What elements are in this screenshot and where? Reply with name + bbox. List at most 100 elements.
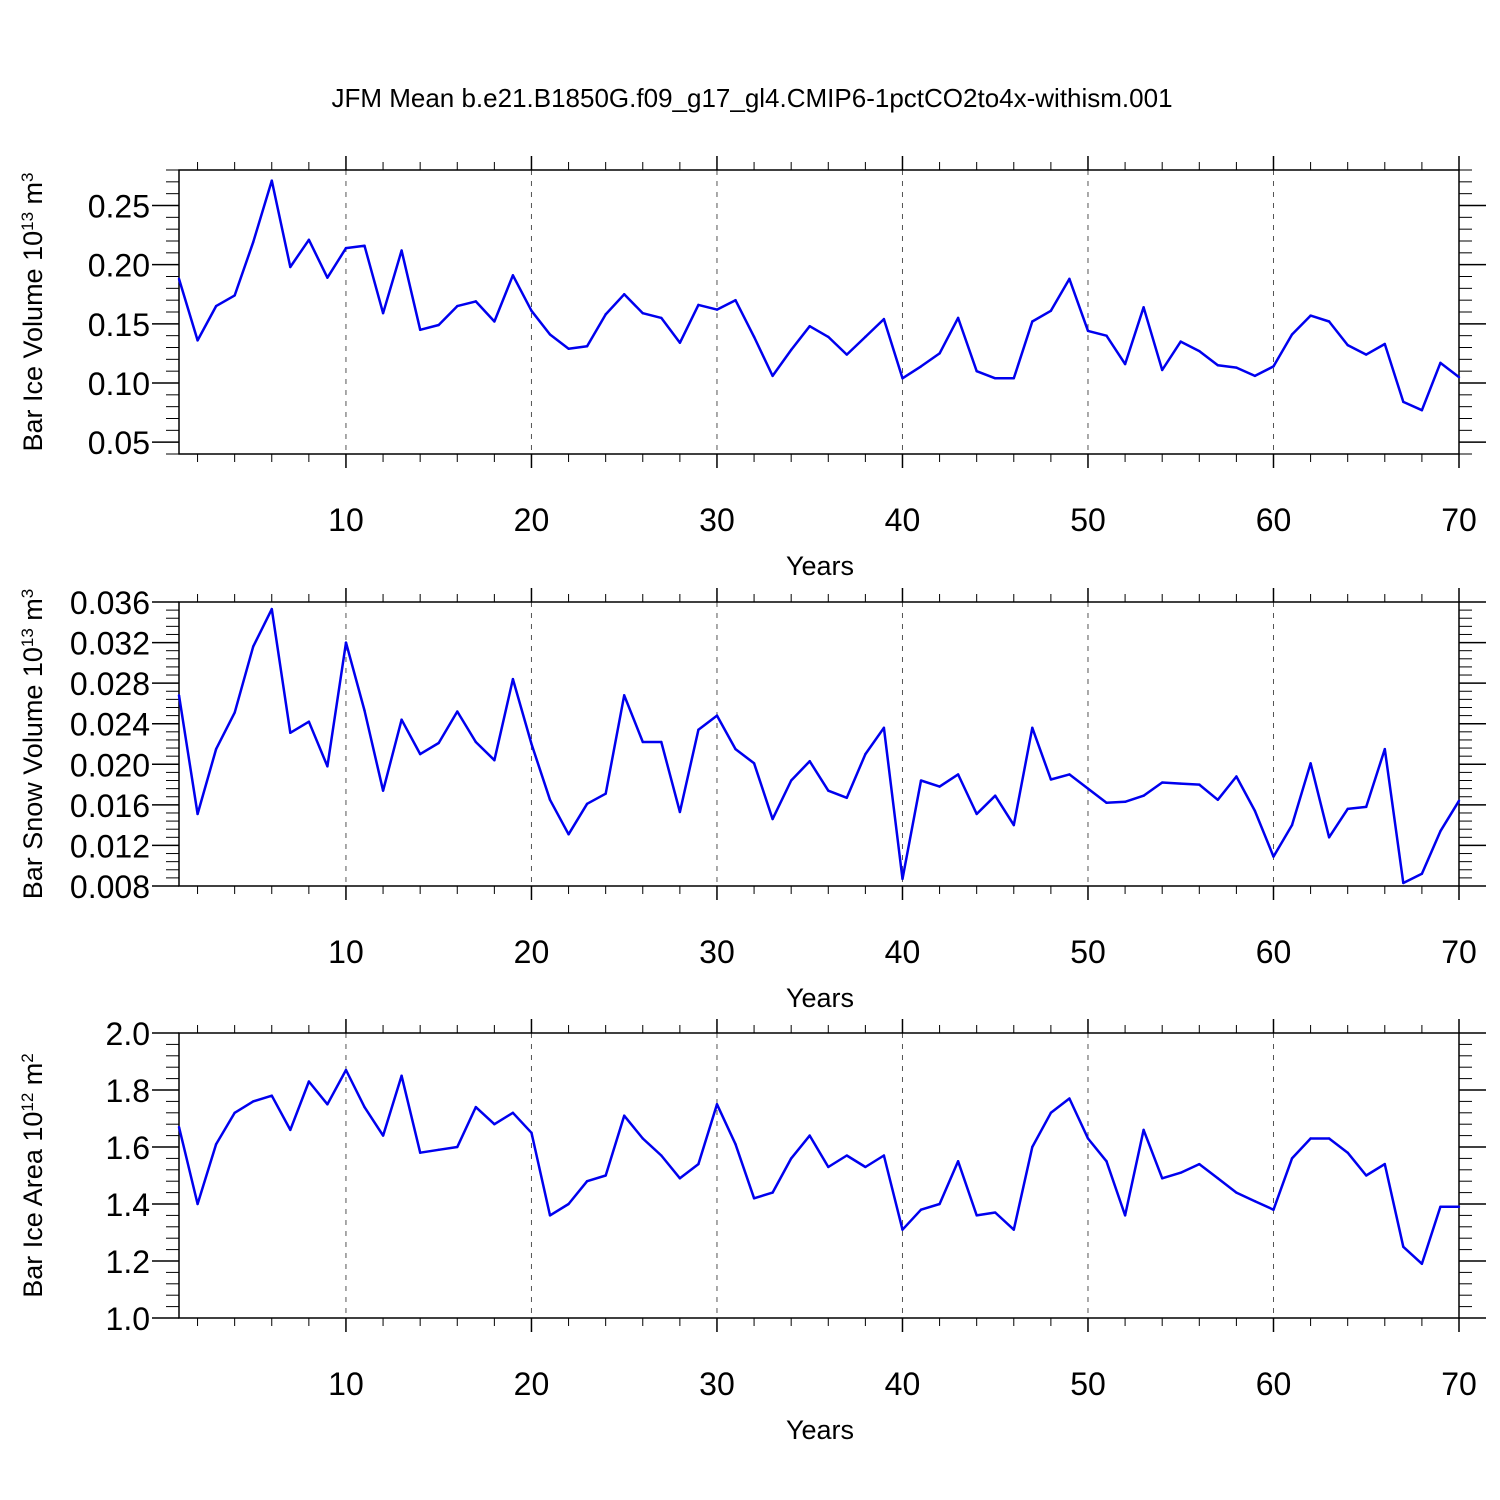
data-point bbox=[938, 1202, 941, 1206]
data-point bbox=[1272, 855, 1275, 858]
x-tick-label: 10 bbox=[328, 934, 364, 970]
y-tick-label: 0.036 bbox=[70, 585, 150, 621]
x-tick-label: 20 bbox=[514, 502, 550, 538]
data-point bbox=[1160, 368, 1164, 372]
data-point bbox=[1420, 872, 1424, 876]
data-point bbox=[381, 1134, 385, 1137]
data-point bbox=[1253, 809, 1257, 813]
data-point bbox=[196, 812, 199, 816]
data-point bbox=[196, 339, 199, 342]
data-point bbox=[845, 353, 849, 356]
x-tick-label: 20 bbox=[514, 934, 550, 970]
plot-frame bbox=[178, 1032, 1460, 1319]
data-point bbox=[400, 718, 403, 721]
y-tick-label: 1.4 bbox=[106, 1187, 150, 1223]
x-tick-label: 50 bbox=[1070, 934, 1106, 970]
data-point bbox=[715, 1103, 719, 1106]
data-point bbox=[882, 317, 886, 321]
data-point bbox=[1068, 773, 1071, 776]
data-point bbox=[1012, 1228, 1015, 1231]
y-tick-label: 0.020 bbox=[70, 747, 150, 783]
data-point bbox=[808, 760, 811, 763]
x-tick-label: 60 bbox=[1256, 1366, 1292, 1402]
data-point bbox=[530, 309, 533, 313]
data-point bbox=[734, 1142, 737, 1146]
data-point bbox=[660, 316, 663, 320]
data-point bbox=[1068, 1097, 1071, 1100]
data-point bbox=[363, 244, 366, 247]
x-tick-label: 30 bbox=[699, 1366, 735, 1402]
data-point bbox=[307, 720, 311, 723]
data-point bbox=[1031, 1145, 1034, 1149]
data-point bbox=[307, 1080, 311, 1083]
data-point bbox=[1179, 1171, 1182, 1174]
data-point bbox=[1198, 1162, 1201, 1166]
x-tick-label: 20 bbox=[514, 1366, 550, 1402]
data-point bbox=[827, 335, 830, 339]
data-point bbox=[1123, 1214, 1127, 1217]
data-point bbox=[252, 645, 255, 648]
plot-frame bbox=[178, 169, 1460, 455]
data-point bbox=[1290, 333, 1294, 336]
data-point bbox=[289, 265, 292, 269]
y-tick-label: 0.20 bbox=[88, 248, 150, 284]
data-point bbox=[1216, 798, 1220, 801]
data-point bbox=[233, 1111, 236, 1115]
y-axis-label: Bar Ice Area 1012 m2 bbox=[18, 1053, 48, 1298]
data-point bbox=[1235, 775, 1238, 778]
y-tick-label: 1.0 bbox=[106, 1301, 150, 1337]
data-point bbox=[938, 352, 941, 355]
data-point bbox=[1290, 823, 1294, 827]
data-point bbox=[845, 796, 849, 799]
data-point bbox=[1142, 794, 1145, 797]
data-point bbox=[1198, 349, 1201, 353]
data-point bbox=[901, 377, 904, 380]
data-point bbox=[901, 1228, 904, 1231]
data-point bbox=[771, 1191, 774, 1194]
data-point bbox=[400, 1074, 403, 1077]
y-tick-label: 0.008 bbox=[70, 869, 150, 905]
data-point bbox=[252, 1100, 255, 1103]
data-point bbox=[418, 752, 422, 756]
x-tick-label: 60 bbox=[1256, 502, 1292, 538]
data-point bbox=[326, 276, 329, 279]
data-point bbox=[604, 1174, 607, 1177]
data-point bbox=[1439, 830, 1442, 833]
y-tick-label: 0.028 bbox=[70, 666, 150, 702]
data-point bbox=[641, 740, 644, 744]
data-point bbox=[1105, 801, 1108, 805]
data-point bbox=[1327, 320, 1331, 323]
data-point bbox=[307, 238, 311, 242]
data-point bbox=[567, 833, 570, 836]
data-point bbox=[474, 740, 478, 744]
data-point bbox=[585, 802, 589, 806]
data-point bbox=[975, 812, 978, 816]
data-point bbox=[771, 374, 774, 378]
data-point bbox=[994, 377, 997, 380]
data-point bbox=[1142, 306, 1145, 309]
data-point bbox=[956, 1160, 960, 1163]
data-point bbox=[1031, 726, 1034, 729]
data-point bbox=[1346, 343, 1349, 347]
data-point bbox=[1290, 1157, 1294, 1160]
data-point bbox=[530, 1131, 533, 1134]
data-point bbox=[1049, 309, 1053, 313]
data-point bbox=[1309, 314, 1312, 317]
data-point bbox=[177, 277, 181, 281]
data-point bbox=[1365, 1174, 1368, 1177]
y-tick-label: 0.25 bbox=[88, 189, 150, 225]
data-point bbox=[1179, 340, 1182, 343]
data-point bbox=[919, 779, 923, 782]
data-point bbox=[1235, 1191, 1238, 1194]
data-point bbox=[864, 1165, 867, 1169]
data-point bbox=[919, 1208, 923, 1211]
y-tick-label: 1.8 bbox=[106, 1073, 150, 1109]
chart-panel-2: 10 20 30 40 50 60 70 0.008 0.012 0.016 0.020 0.024 0… bbox=[18, 585, 1486, 1013]
data-point bbox=[214, 1142, 218, 1146]
data-point bbox=[548, 1214, 552, 1217]
data-point bbox=[289, 1128, 292, 1132]
series-line bbox=[177, 1068, 1459, 1266]
data-point bbox=[1457, 799, 1461, 802]
series-line bbox=[177, 179, 1460, 412]
y-tick-label: 1.2 bbox=[106, 1244, 150, 1280]
